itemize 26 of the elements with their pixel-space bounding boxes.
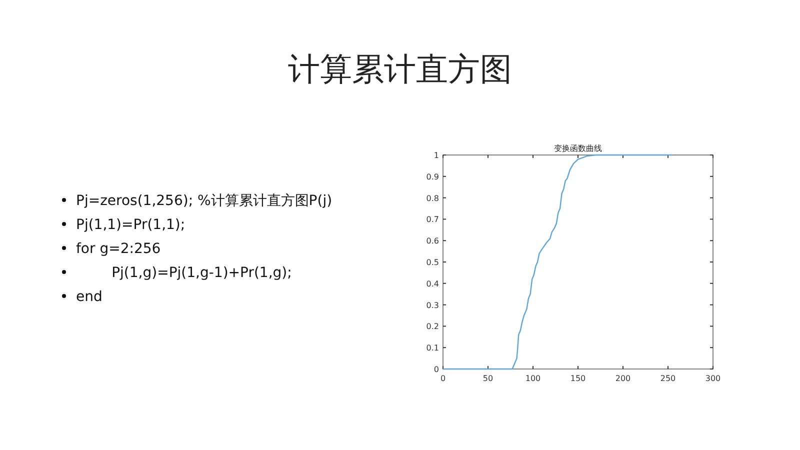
y-tick-label: 1: [434, 151, 439, 160]
text: Pj(1,1)=Pr(1,1);: [76, 217, 186, 233]
y-tick-label: 0.1: [426, 344, 439, 353]
y-tick-label: 0.4: [426, 279, 439, 288]
y-tick-label: 0.5: [426, 258, 439, 267]
chart-subtitle: 变换函数曲线: [554, 144, 602, 153]
x-tick-label: 300: [705, 374, 721, 383]
x-tick-label: 50: [482, 374, 494, 383]
y-tick-label: 0.2: [426, 322, 439, 332]
line-series: [442, 154, 674, 370]
chart-title: 计算累计直方图: [288, 50, 512, 88]
y-tick-label: 0.3: [426, 300, 439, 310]
y-tick-label: 0.9: [426, 172, 439, 182]
x-tick-label: 150: [570, 374, 586, 383]
x-tick-label: 0: [440, 374, 446, 383]
x-tick-label: 100: [525, 374, 541, 383]
y-tick-label: 0.6: [426, 236, 439, 246]
y-tick-label: 0.7: [426, 215, 439, 224]
x-tick-label: 250: [660, 374, 676, 383]
y-tick-label: 0.8: [426, 194, 439, 203]
text: Pj=zeros(1,256); %计算累计直方图P(j): [76, 193, 332, 209]
text: end: [76, 289, 102, 305]
y-tick-label: 0: [434, 365, 439, 374]
x-tick-label: 200: [615, 374, 631, 383]
text: for g=2:256: [76, 241, 161, 257]
text: Pj(1,g)=Pj(1,g-1)+Pr(1,g);: [76, 265, 292, 281]
